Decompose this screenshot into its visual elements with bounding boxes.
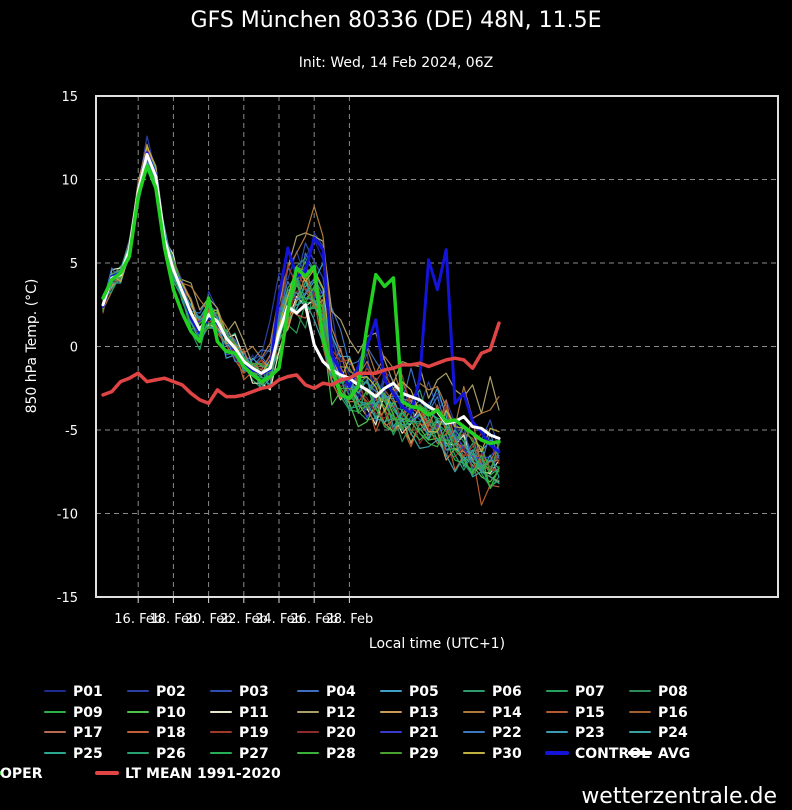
y-axis-label: 850 hPa Temp. (°C) (24, 279, 40, 414)
series-line (101, 164, 501, 446)
legend-label: P28 (326, 746, 356, 762)
x-tick-label: 28. Feb (325, 612, 373, 627)
y-axis-ticks: 15 10 5 0 -5 -10 -15 (57, 90, 78, 606)
x-tick-label: 18. Feb (149, 612, 197, 627)
chart-title: GFS München 80336 (DE) 48N, 11.5E (191, 8, 602, 33)
legend-label: P07 (575, 684, 605, 700)
legend-label: P08 (658, 684, 688, 700)
legend-label: OPER (0, 766, 43, 782)
series-line (101, 152, 501, 440)
legend-label: P24 (658, 725, 688, 741)
legend-label: P14 (492, 705, 522, 721)
legend-label: P30 (492, 746, 522, 762)
legend-label: P27 (239, 746, 269, 762)
legend-label: P03 (239, 684, 269, 700)
legend-label: P19 (239, 725, 269, 741)
legend-label: LT MEAN 1991-2020 (125, 766, 281, 782)
y-tick-label: -15 (57, 591, 78, 606)
y-tick-label: 15 (61, 90, 78, 105)
legend: P01 P02 P03 P04 P05 P06 P07 P08 P09 P10 P11 P12 P13 P… (0, 684, 690, 782)
x-tick-label: 22. Feb (220, 612, 268, 627)
series-lines (101, 135, 501, 506)
x-tick-label: 20. Feb (185, 612, 233, 627)
legend-label: P10 (156, 705, 186, 721)
legend-label: P20 (326, 725, 356, 741)
legend-label: P02 (156, 684, 186, 700)
x-axis-label: Local time (UTC+1) (369, 636, 505, 652)
legend-label: P01 (73, 684, 103, 700)
legend-label: P22 (492, 725, 522, 741)
x-tick-label: 16. Feb (114, 612, 162, 627)
y-tick-label: 10 (61, 174, 78, 189)
legend-label: P21 (409, 725, 439, 741)
legend-label: P06 (492, 684, 522, 700)
series-line (101, 321, 501, 406)
legend-label: P09 (73, 705, 103, 721)
legend-label: P18 (156, 725, 186, 741)
legend-label: P29 (409, 746, 439, 762)
legend-label: P25 (73, 746, 103, 762)
legend-label: P04 (326, 684, 356, 700)
credit-text: wetterzentrale.de (581, 784, 777, 809)
legend-label: P17 (73, 725, 103, 741)
legend-label: CONTROL (575, 746, 650, 762)
y-tick-label: -5 (65, 424, 78, 439)
legend-label: P16 (658, 705, 688, 721)
plot-frame (95, 95, 779, 598)
y-tick-label: 0 (70, 341, 78, 356)
legend-label: P13 (409, 705, 439, 721)
legend-label: P26 (156, 746, 186, 762)
legend-label: P23 (575, 725, 605, 741)
x-tick-label: 24. Feb (255, 612, 303, 627)
legend-label: P05 (409, 684, 439, 700)
legend-label: P11 (239, 705, 269, 721)
legend-label: AVG (658, 746, 690, 762)
legend-label: P12 (326, 705, 356, 721)
x-tick-label: 26. Feb (290, 612, 338, 627)
grid (96, 96, 778, 597)
y-tick-label: 5 (70, 257, 78, 272)
y-tick-label: -10 (57, 508, 78, 523)
chart-subtitle: Init: Wed, 14 Feb 2024, 06Z (299, 55, 493, 71)
legend-label: P15 (575, 705, 605, 721)
